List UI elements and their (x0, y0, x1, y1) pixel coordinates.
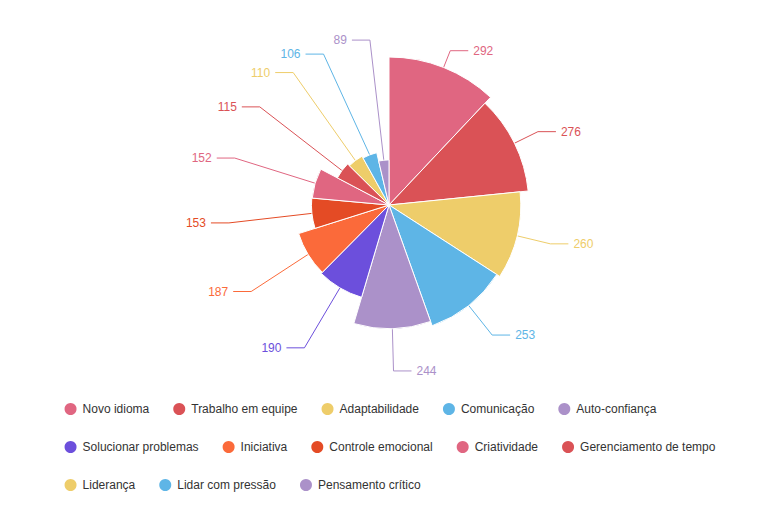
svg-text:Gerenciamento de tempo: Gerenciamento de tempo (580, 440, 716, 454)
svg-text:244: 244 (417, 364, 437, 378)
svg-text:Adaptabilidade: Adaptabilidade (340, 402, 420, 416)
svg-text:187: 187 (208, 285, 228, 299)
svg-text:Lidar com pressão: Lidar com pressão (177, 478, 276, 492)
svg-text:Criatividade: Criatividade (475, 440, 539, 454)
svg-text:Auto-confiança: Auto-confiança (576, 402, 656, 416)
svg-text:Trabalho em equipe: Trabalho em equipe (191, 402, 298, 416)
svg-text:Solucionar problemas: Solucionar problemas (83, 440, 199, 454)
svg-text:115: 115 (218, 100, 237, 114)
svg-text:153: 153 (186, 216, 206, 230)
svg-text:292: 292 (473, 44, 493, 58)
svg-text:276: 276 (561, 125, 581, 139)
svg-text:Liderança: Liderança (83, 478, 136, 492)
svg-text:110: 110 (251, 66, 270, 80)
svg-text:Comunicação: Comunicação (461, 402, 535, 416)
svg-text:253: 253 (515, 328, 535, 342)
svg-text:190: 190 (261, 341, 281, 355)
svg-text:Controle emocional: Controle emocional (329, 440, 432, 454)
svg-text:Novo idioma: Novo idioma (83, 402, 150, 416)
svg-text:106: 106 (280, 47, 300, 61)
svg-text:260: 260 (573, 237, 593, 251)
svg-text:Pensamento crítico: Pensamento crítico (318, 478, 421, 492)
svg-text:Iniciativa: Iniciativa (241, 440, 288, 454)
svg-text:89: 89 (334, 33, 348, 47)
svg-text:152: 152 (192, 151, 212, 165)
